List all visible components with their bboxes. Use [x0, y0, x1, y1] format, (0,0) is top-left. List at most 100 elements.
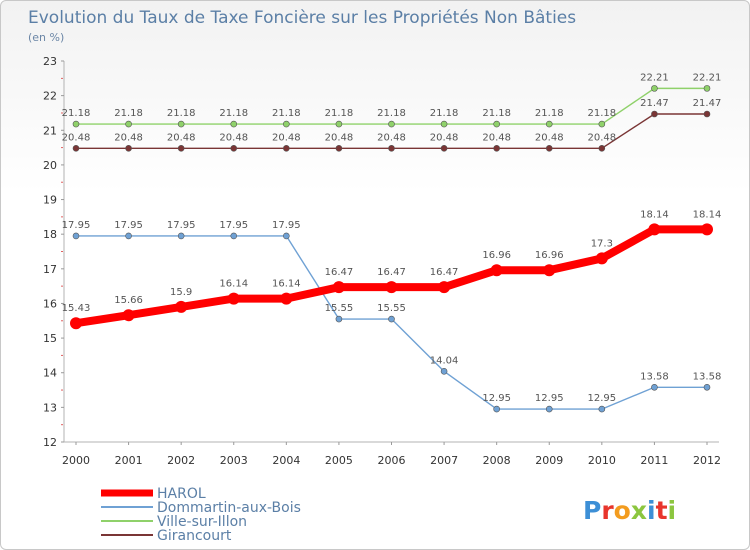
data-label: 15.9 — [170, 287, 192, 298]
data-point — [332, 281, 345, 294]
logo-letter: o — [614, 496, 631, 525]
data-point — [283, 232, 290, 240]
data-point — [651, 383, 658, 391]
proxiti-logo: Proxiti — [583, 496, 676, 525]
data-point — [175, 300, 188, 313]
data-label: 16.96 — [482, 250, 511, 261]
data-point — [493, 120, 500, 128]
data-point — [703, 85, 711, 92]
x-tick-label: 2005 — [325, 454, 353, 467]
data-label: 22.21 — [640, 72, 669, 83]
data-point — [440, 144, 448, 152]
data-point — [703, 110, 711, 118]
data-point — [125, 120, 132, 128]
data-point — [598, 405, 606, 413]
data-label: 21.47 — [640, 98, 669, 109]
data-label: 15.55 — [377, 303, 406, 314]
data-label: 17.95 — [167, 220, 196, 231]
data-point — [543, 264, 556, 277]
y-tick-label: 12 — [43, 436, 57, 449]
data-label: 15.66 — [114, 295, 143, 306]
data-label: 20.48 — [377, 132, 406, 143]
data-point — [125, 232, 132, 240]
data-label: 12.95 — [535, 393, 564, 404]
data-label: 18.14 — [693, 209, 722, 220]
data-point — [703, 383, 711, 391]
data-point — [280, 292, 293, 305]
data-point — [177, 120, 185, 128]
x-tick-label: 2009 — [535, 454, 563, 467]
data-label: 20.48 — [325, 132, 354, 143]
series-harol: 15.43 15.66 15.9 16.14 16.14 16.47 16.47 16.47 1… — [62, 209, 722, 330]
data-label: 21.18 — [219, 108, 248, 119]
data-label: 16.47 — [430, 267, 459, 278]
data-point — [651, 110, 658, 118]
data-label: 20.48 — [167, 132, 196, 143]
data-label: 20.48 — [482, 132, 511, 143]
y-tick-label: 19 — [43, 194, 57, 207]
data-point — [545, 120, 553, 128]
series-line — [75, 235, 708, 410]
series-layer: 21.18 21.18 21.18 21.18 21.18 21.18 21.18 21.18… — [62, 72, 722, 413]
data-label: 17.95 — [114, 220, 143, 231]
legend-swatch — [101, 520, 153, 522]
data-label: 21.18 — [588, 108, 617, 119]
data-point — [230, 120, 238, 128]
data-label: 12.95 — [588, 393, 617, 404]
x-tick-label: 2004 — [272, 454, 300, 467]
data-point — [490, 264, 503, 277]
x-tick-label: 2007 — [430, 454, 458, 467]
data-label: 20.48 — [62, 132, 91, 143]
data-label: 13.58 — [640, 371, 669, 382]
legend-swatch — [101, 534, 153, 536]
data-label: 16.14 — [272, 279, 301, 290]
data-point — [335, 144, 343, 152]
logo-letter: x — [631, 496, 647, 525]
legend-item: Ville-sur-Illon — [101, 514, 247, 530]
data-point — [122, 309, 135, 322]
y-tick-label: 13 — [43, 401, 57, 414]
data-label: 15.55 — [325, 303, 354, 314]
data-label: 16.47 — [325, 267, 354, 278]
data-point — [283, 144, 290, 152]
data-point — [651, 85, 658, 92]
legend-swatch — [101, 506, 153, 508]
data-point — [388, 144, 395, 152]
legend-item: Girancourt — [101, 528, 232, 544]
logo-letter: i — [668, 496, 677, 525]
data-label: 14.04 — [430, 355, 459, 366]
data-point — [648, 223, 661, 236]
data-point — [493, 405, 500, 413]
data-label: 21.18 — [62, 108, 91, 119]
data-point — [227, 292, 240, 305]
data-point — [388, 315, 395, 323]
data-label: 21.18 — [430, 108, 459, 119]
data-point — [598, 144, 606, 152]
y-tick-label: 16 — [43, 297, 57, 310]
x-tick-label: 2000 — [62, 454, 90, 467]
data-label: 16.14 — [219, 279, 248, 290]
x-tick-label: 2012 — [693, 454, 721, 467]
y-tick-label: 21 — [43, 124, 57, 137]
data-point — [72, 232, 80, 240]
data-label: 21.18 — [114, 108, 143, 119]
data-label: 13.58 — [693, 371, 722, 382]
unit-label: (en %) — [28, 31, 64, 44]
legend-label: HAROL — [157, 486, 206, 502]
legend-label: Ville-sur-Illon — [157, 514, 247, 530]
data-point — [385, 281, 398, 294]
data-label: 12.95 — [482, 393, 511, 404]
data-point — [72, 144, 80, 152]
data-point — [493, 144, 500, 152]
data-point — [283, 120, 290, 128]
data-label: 21.18 — [272, 108, 301, 119]
data-label: 17.95 — [62, 220, 91, 231]
data-label: 16.47 — [377, 267, 406, 278]
legend-item: HAROL — [101, 486, 206, 502]
logo-letter: t — [656, 496, 668, 525]
x-tick-label: 2011 — [640, 454, 668, 467]
data-point — [595, 252, 608, 265]
data-point — [545, 144, 553, 152]
logo-letter: P — [583, 496, 601, 525]
